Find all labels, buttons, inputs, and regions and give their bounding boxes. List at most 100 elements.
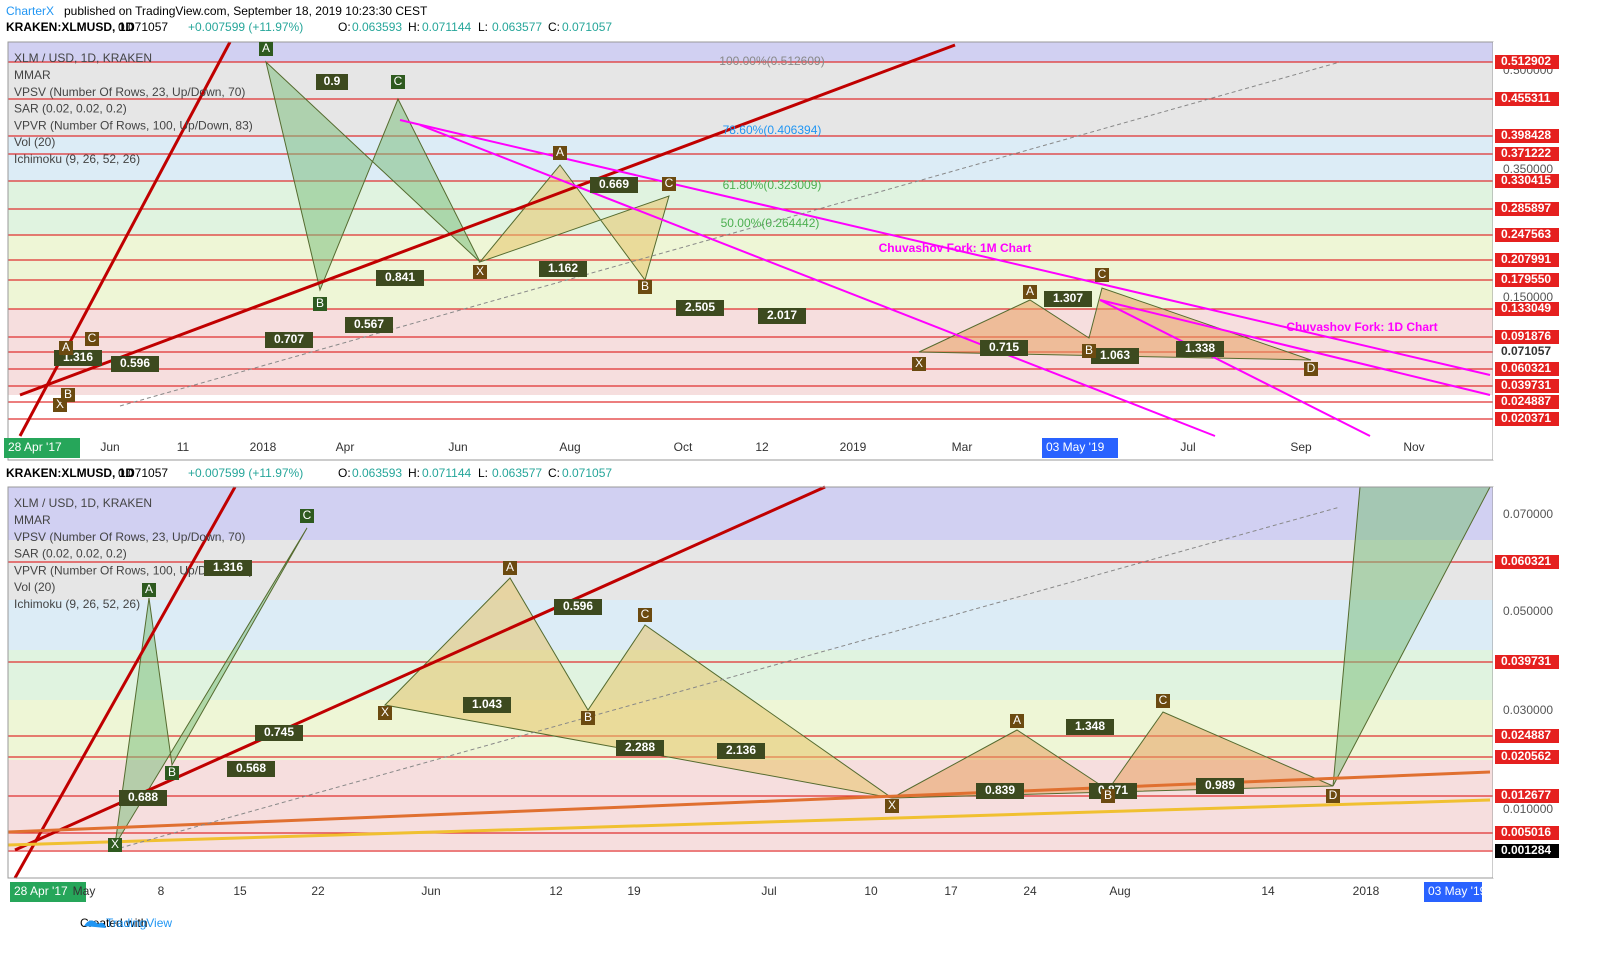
- ratio-label: 2.288: [625, 740, 655, 754]
- price-label: 0.012677: [1501, 788, 1551, 802]
- price-label: 0.247563: [1501, 227, 1551, 241]
- pattern-point: B: [168, 765, 176, 779]
- fib-label: 50.00%(0.264442): [721, 216, 820, 230]
- shape: [1495, 92, 1559, 106]
- ohlc: L:: [478, 20, 488, 34]
- ohlc: C:: [548, 20, 560, 34]
- shape: [204, 560, 252, 576]
- shape: [1095, 268, 1109, 282]
- price-label: 0.005016: [1501, 825, 1551, 839]
- pattern-point: B: [584, 710, 592, 724]
- legend-item: MMAR: [14, 68, 51, 82]
- time-label: 2018: [250, 440, 277, 454]
- trend-line: [419, 124, 1216, 437]
- ratio-label: 0.707: [274, 332, 304, 346]
- price-label: 0.091876: [1501, 329, 1551, 343]
- shape: [553, 146, 567, 160]
- pattern-point: C: [1098, 267, 1107, 281]
- shape: [1495, 412, 1559, 426]
- ratio-label: 1.338: [1185, 341, 1215, 355]
- time-label: Jun: [448, 440, 467, 454]
- ratio-label: 0.688: [128, 790, 158, 804]
- shape: [539, 261, 587, 277]
- price-tick: 0.150000: [1503, 290, 1553, 304]
- shape: [8, 235, 1493, 309]
- shape: [463, 697, 511, 713]
- ohlc: C:: [548, 466, 560, 480]
- shape: [1176, 341, 1224, 357]
- shape: [554, 599, 602, 615]
- pattern: [114, 527, 308, 846]
- shape: [503, 561, 517, 575]
- shape: [662, 177, 676, 191]
- shape: [313, 297, 327, 311]
- shape: [1495, 655, 1559, 669]
- symbol-line: KRAKEN:XLMUSD, 1D: [6, 466, 134, 480]
- shape: [8, 181, 1493, 235]
- shape: [1495, 228, 1559, 242]
- shape: [1066, 719, 1114, 735]
- pattern-point: X: [56, 397, 64, 411]
- pattern-point: B: [64, 387, 72, 401]
- publisher[interactable]: CharterX: [6, 4, 54, 18]
- annotation: Chuvashov Fork: 1D Chart: [1286, 320, 1437, 334]
- ratio-label: 0.745: [264, 725, 294, 739]
- pattern-point: A: [145, 582, 153, 596]
- shape: [1424, 882, 1482, 902]
- ohlc: L:: [478, 466, 488, 480]
- ratio-label: 1.162: [548, 261, 578, 275]
- price-label: 0.060321: [1501, 361, 1551, 375]
- ratio-label: 0.567: [354, 317, 384, 331]
- price-label: 0.133049: [1501, 301, 1551, 315]
- shape: [1156, 694, 1170, 708]
- pattern-point: A: [506, 560, 514, 574]
- time-label: 28 Apr '17: [14, 884, 68, 898]
- shape: [227, 761, 275, 777]
- pattern-point: B: [641, 279, 649, 293]
- price-label: 0.020371: [1501, 411, 1551, 425]
- price-label: 0.060321: [1501, 554, 1551, 568]
- last-price: 0.071057: [118, 20, 168, 34]
- shape: [1495, 750, 1559, 764]
- shape: [300, 509, 314, 523]
- ratio-label: 1.063: [1100, 348, 1130, 362]
- time-label: Jul: [1180, 440, 1195, 454]
- legend-item: VPSV (Number Of Rows, 23, Up/Down, 70): [14, 85, 245, 99]
- time-label: Jun: [100, 440, 119, 454]
- price-label: 0.071057: [1501, 344, 1551, 358]
- time-label: Jun: [421, 884, 440, 898]
- published: published on TradingView.com, September …: [64, 4, 428, 18]
- price-label: 0.330415: [1501, 173, 1551, 187]
- pattern-point: C: [1159, 693, 1168, 707]
- price-tick: 0.050000: [1503, 604, 1553, 618]
- time-label: 24: [1023, 884, 1037, 898]
- trend-line: [14, 485, 826, 852]
- ratio-label: 2.505: [685, 300, 715, 314]
- shape: [1101, 789, 1115, 803]
- shape: [391, 75, 405, 89]
- legend-item: SAR (0.02, 0.02, 0.2): [14, 547, 127, 561]
- ratio-label: 0.989: [1205, 778, 1235, 792]
- shape: [4, 438, 80, 458]
- ratio-label: 0.669: [599, 177, 629, 191]
- legend-item: SAR (0.02, 0.02, 0.2): [14, 102, 127, 116]
- ratio-label: 0.715: [989, 340, 1019, 354]
- shape: [1495, 273, 1559, 287]
- time-label: 28 Apr '17: [8, 440, 62, 454]
- pattern-point: X: [476, 264, 484, 278]
- pattern-point: C: [394, 74, 403, 88]
- brand[interactable]: TradingView: [106, 916, 172, 930]
- shape: [345, 317, 393, 333]
- shape: [976, 783, 1024, 799]
- pattern: [891, 711, 1334, 799]
- time-label: Mar: [952, 440, 973, 454]
- shape: [85, 332, 99, 346]
- ratio-label: 0.596: [563, 599, 593, 613]
- shape: [255, 725, 303, 741]
- ohlc: 0.071144: [422, 466, 471, 480]
- pattern-point: B: [316, 296, 324, 310]
- time-label: Apr: [336, 440, 355, 454]
- ohlc: 0.071057: [562, 20, 612, 34]
- ohlc: H:: [408, 20, 420, 34]
- time-label: 12: [755, 440, 769, 454]
